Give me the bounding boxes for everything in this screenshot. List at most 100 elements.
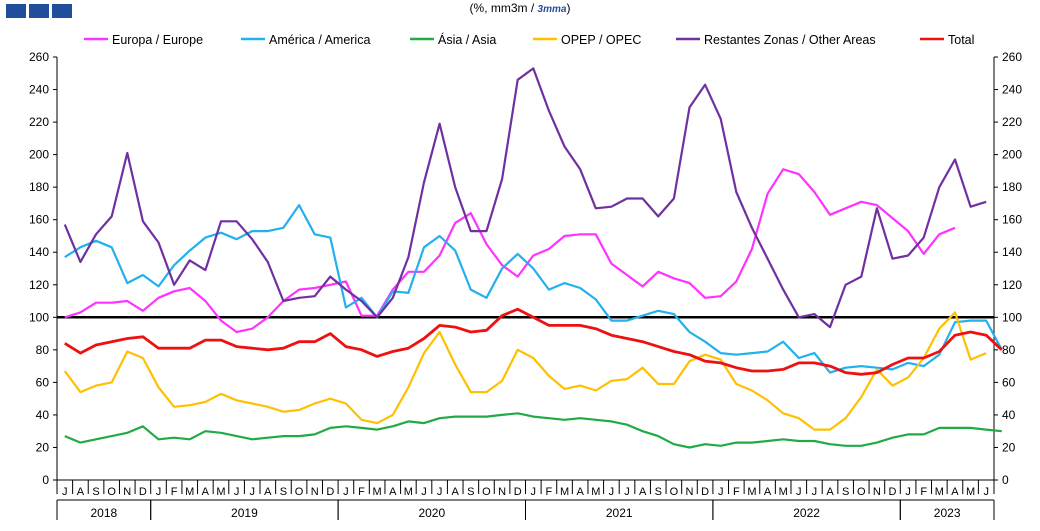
month-label: M bbox=[373, 486, 382, 498]
month-label: N bbox=[498, 486, 506, 498]
legend-label-europe: Europa / Europe bbox=[112, 33, 203, 47]
series-line-asia bbox=[64, 412, 1002, 449]
month-label: O bbox=[857, 486, 866, 498]
month-label: J bbox=[983, 486, 989, 498]
month-label: M bbox=[747, 486, 756, 498]
month-label: J bbox=[437, 486, 443, 498]
y-tick-label-left: 100 bbox=[29, 310, 49, 324]
subtitle-prefix: (%, mm3m / bbox=[469, 1, 538, 15]
series-line-other bbox=[63, 67, 987, 329]
month-label: M bbox=[935, 486, 944, 498]
month-label: J bbox=[718, 486, 724, 498]
month-label: J bbox=[812, 486, 818, 498]
year-label: 2020 bbox=[418, 506, 445, 520]
month-label: N bbox=[685, 486, 693, 498]
y-tick-label-right: 260 bbox=[1002, 50, 1022, 64]
month-label: J bbox=[421, 486, 427, 498]
y-tick-label-right: 180 bbox=[1002, 180, 1022, 194]
month-label: D bbox=[139, 486, 147, 498]
month-label: F bbox=[546, 486, 553, 498]
series-layer bbox=[63, 67, 1003, 449]
month-label: S bbox=[280, 486, 287, 498]
y-tick-label-right: 0 bbox=[1002, 473, 1009, 487]
legend-label-america: América / America bbox=[269, 33, 370, 47]
month-label: A bbox=[77, 486, 85, 498]
chart-subtitle: (%, mm3m / 3mma) bbox=[0, 1, 1040, 15]
month-label: M bbox=[560, 486, 569, 498]
y-tick-label-left: 80 bbox=[36, 343, 50, 357]
y-tick-label-right: 140 bbox=[1002, 245, 1022, 259]
month-label: F bbox=[171, 486, 178, 498]
y-tick-label-left: 120 bbox=[29, 278, 49, 292]
month-label: O bbox=[107, 486, 116, 498]
month-label: F bbox=[920, 486, 927, 498]
month-label: S bbox=[92, 486, 99, 498]
subtitle-mma: 3mma bbox=[537, 4, 567, 15]
legend: Europa / Europe América / America Ásia / A… bbox=[84, 32, 974, 47]
month-label: A bbox=[764, 486, 772, 498]
y-tick-label-right: 220 bbox=[1002, 115, 1022, 129]
month-label: J bbox=[62, 486, 68, 498]
month-label: A bbox=[576, 486, 584, 498]
year-label: 2021 bbox=[606, 506, 633, 520]
legend-label-other: Restantes Zonas / Other Areas bbox=[704, 33, 876, 47]
logo-block-2 bbox=[29, 4, 49, 18]
month-label: A bbox=[452, 486, 460, 498]
y-tick-label-left: 220 bbox=[29, 115, 49, 129]
y-tick-label-left: 160 bbox=[29, 213, 49, 227]
month-label: D bbox=[889, 486, 897, 498]
month-label: M bbox=[966, 486, 975, 498]
y-tick-label-right: 40 bbox=[1002, 408, 1016, 422]
month-label: M bbox=[591, 486, 600, 498]
y-tick-label-left: 140 bbox=[29, 245, 49, 259]
month-label: N bbox=[873, 486, 881, 498]
month-label: J bbox=[609, 486, 615, 498]
month-label: M bbox=[779, 486, 788, 498]
y-tick-label-right: 80 bbox=[1002, 343, 1016, 357]
series-line-opec bbox=[63, 311, 987, 431]
y-tick-label-left: 200 bbox=[29, 148, 49, 162]
month-label: A bbox=[202, 486, 210, 498]
month-label: O bbox=[670, 486, 679, 498]
month-label: J bbox=[796, 486, 802, 498]
month-label: M bbox=[216, 486, 225, 498]
month-label: J bbox=[343, 486, 349, 498]
month-label: A bbox=[389, 486, 397, 498]
month-label: D bbox=[326, 486, 334, 498]
year-label: 2018 bbox=[90, 506, 117, 520]
y-tick-label-right: 100 bbox=[1002, 310, 1022, 324]
month-label: J bbox=[156, 486, 162, 498]
series-line-europe bbox=[64, 168, 956, 334]
month-label: J bbox=[624, 486, 630, 498]
month-label: A bbox=[826, 486, 834, 498]
month-label: A bbox=[639, 486, 647, 498]
logo-block-3 bbox=[52, 4, 72, 18]
series-line-total bbox=[64, 307, 1003, 376]
y-tick-label-left: 180 bbox=[29, 180, 49, 194]
month-label: M bbox=[404, 486, 413, 498]
legend-label-asia: Ásia / Asia bbox=[438, 32, 496, 47]
month-label: J bbox=[234, 486, 240, 498]
series-line-america bbox=[64, 204, 1003, 374]
logo-block-1 bbox=[6, 4, 26, 18]
legend-label-opec: OPEP / OPEC bbox=[561, 33, 641, 47]
month-label: N bbox=[311, 486, 319, 498]
y-tick-label-left: 0 bbox=[42, 473, 49, 487]
month-label: D bbox=[701, 486, 709, 498]
month-label: S bbox=[467, 486, 474, 498]
month-label: N bbox=[123, 486, 131, 498]
y-tick-label-right: 60 bbox=[1002, 375, 1016, 389]
subtitle-suffix: ) bbox=[566, 1, 571, 15]
y-tick-label-right: 120 bbox=[1002, 278, 1022, 292]
axes: 0 0 20 20 40 40 60 60 80 80 100 100 120 120 140 140 160 1… bbox=[29, 50, 1022, 487]
month-label: M bbox=[185, 486, 194, 498]
month-label: S bbox=[842, 486, 849, 498]
legend-label-total: Total bbox=[948, 33, 974, 47]
y-tick-label-left: 260 bbox=[29, 50, 49, 64]
year-label: 2022 bbox=[793, 506, 820, 520]
y-tick-label-right: 200 bbox=[1002, 148, 1022, 162]
month-label: J bbox=[531, 486, 537, 498]
month-label: J bbox=[249, 486, 255, 498]
month-label: O bbox=[295, 486, 304, 498]
